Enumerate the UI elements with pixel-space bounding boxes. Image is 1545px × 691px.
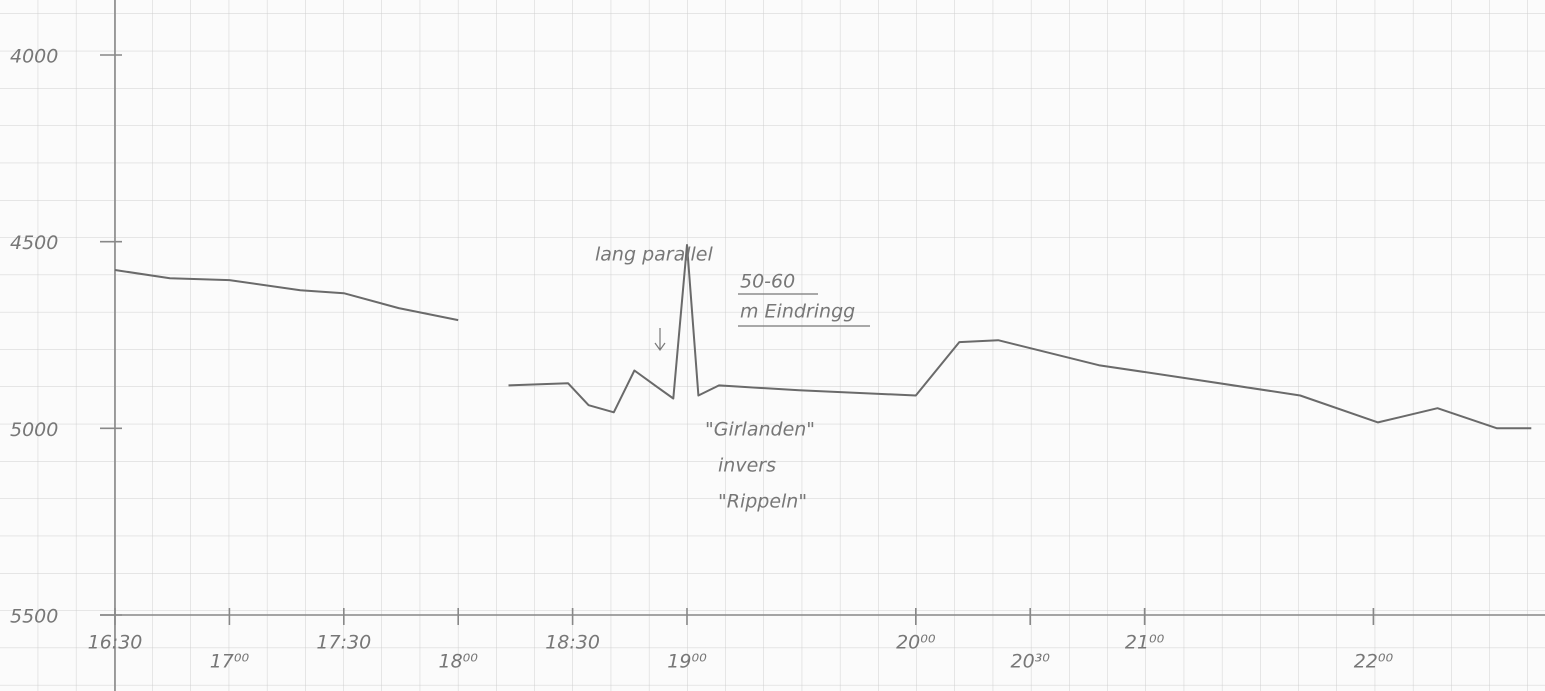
annotation: "Girlanden" [705, 419, 815, 441]
x-tick-label: 16:30 [88, 632, 143, 654]
x-tick-label: 18:30 [545, 632, 600, 654]
x-tick-label: 20³⁰ [1010, 651, 1050, 673]
annotation: "Rippeln" [718, 491, 807, 513]
x-tick-label: 17:30 [316, 632, 371, 654]
arrow [654, 328, 666, 352]
x-tick-label: 22⁰⁰ [1354, 651, 1394, 673]
y-tick-label: 5000 [10, 419, 58, 441]
y-tick-label: 4500 [10, 232, 58, 254]
x-tick-label: 21⁰⁰ [1125, 632, 1165, 654]
line [114, 244, 1532, 430]
annotation: lang parallel [595, 244, 713, 266]
x-tick-label: 17⁰⁰ [210, 651, 250, 673]
y-tick-label: 5500 [10, 606, 58, 628]
annotation: 50-60 [740, 271, 795, 293]
x-tick-label: 18⁰⁰ [438, 651, 478, 673]
x-tick-label: 20⁰⁰ [896, 632, 936, 654]
annotation: m Eindringg [740, 301, 855, 323]
annotation: invers [718, 455, 776, 477]
y-tick-label: 4000 [10, 46, 58, 68]
x-tick-label: 19⁰⁰ [667, 651, 707, 673]
